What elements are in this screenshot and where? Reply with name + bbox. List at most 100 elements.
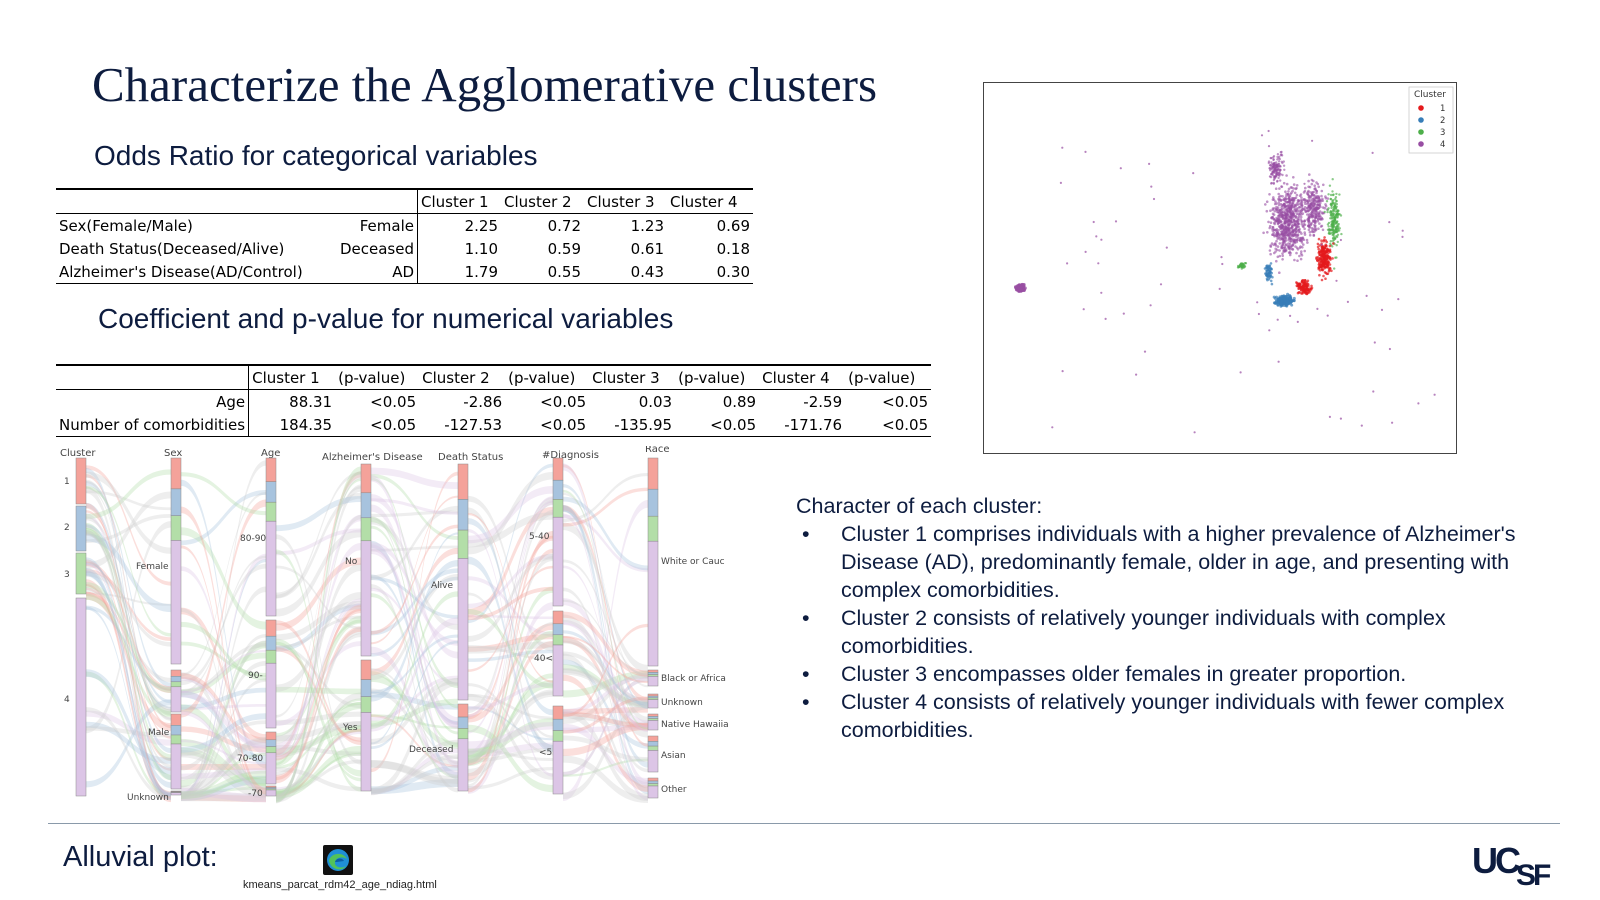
alluvial-bar-segment[interactable]	[360, 679, 372, 697]
alluvial-flow	[563, 473, 648, 523]
alluvial-bar-segment[interactable]	[647, 780, 659, 784]
alluvial-bar-segment[interactable]	[457, 463, 469, 500]
alluvial-bar-segment[interactable]	[552, 457, 564, 481]
alluvial-bar-segment[interactable]	[647, 488, 659, 517]
alluvial-bar-segment[interactable]	[265, 649, 277, 664]
alluvial-bar-segment[interactable]	[360, 659, 372, 680]
alluvial-bar-segment[interactable]	[552, 479, 564, 500]
alluvial-bar-segment[interactable]	[265, 501, 277, 522]
alluvial-bar-segment[interactable]	[265, 619, 277, 637]
alluvial-bar-segment[interactable]	[360, 492, 372, 519]
alluvial-bar-segment[interactable]	[75, 457, 87, 505]
alluvial-bar-segment[interactable]	[647, 785, 659, 799]
alluvial-bar-segment[interactable]	[170, 686, 182, 713]
alluvial-bar-segment[interactable]	[647, 457, 659, 490]
alluvial-bar-segment[interactable]	[552, 718, 564, 731]
alluvial-flow	[563, 484, 648, 709]
scatter-point	[1334, 196, 1338, 199]
alluvial-bar-segment[interactable]	[647, 515, 659, 542]
alluvial-bar-segment[interactable]	[170, 681, 182, 688]
alluvial-bar-segment[interactable]	[647, 718, 659, 721]
alluvial-flow	[371, 544, 458, 729]
alluvial-bar-segment[interactable]	[360, 517, 372, 542]
alluvial-bar-segment[interactable]	[552, 516, 564, 607]
alluvial-bar-segment[interactable]	[552, 730, 564, 742]
alluvial-bar-segment[interactable]	[170, 488, 182, 516]
alluvial-flow	[276, 592, 361, 692]
alluvial-bar-segment[interactable]	[647, 672, 659, 675]
alluvial-bar-segment[interactable]	[360, 540, 372, 657]
alluvial-bar-segment[interactable]	[647, 540, 659, 667]
alluvial-bar-segment[interactable]	[647, 783, 659, 787]
alluvial-bar-segment[interactable]	[457, 728, 469, 740]
alluvial-bar-segment[interactable]	[552, 623, 564, 636]
alluvial-bar-segment[interactable]	[265, 520, 277, 617]
scatter-point	[1335, 199, 1338, 202]
alluvial-bar-segment[interactable]	[647, 676, 659, 687]
alluvial-bar-segment[interactable]	[647, 674, 659, 677]
alluvial-bar-segment[interactable]	[647, 720, 659, 731]
category-label: Male	[148, 728, 170, 738]
alluvial-bar-segment[interactable]	[265, 662, 277, 729]
alluvial-bar-segment[interactable]	[457, 558, 469, 701]
alluvial-bar-segment[interactable]	[75, 552, 87, 595]
alluvial-bar-segment[interactable]	[265, 739, 277, 747]
alluvial-flow	[86, 591, 171, 732]
alluvial-bar-segment[interactable]	[552, 610, 564, 625]
alluvial-bar-segment[interactable]	[647, 745, 659, 751]
alluvial-bar-segment[interactable]	[457, 716, 469, 729]
html-file-name[interactable]: kmeans_parcat_rdm42_age_ndiag.html	[243, 879, 437, 891]
html-file-icon[interactable]	[323, 845, 353, 875]
alluvial-bar-segment[interactable]	[647, 713, 659, 717]
alluvial-bar-segment[interactable]	[75, 597, 87, 797]
alluvial-bar-segment[interactable]	[552, 499, 564, 518]
alluvial-bar-segment[interactable]	[265, 746, 277, 754]
alluvial-bar-segment[interactable]	[457, 529, 469, 559]
alluvial-bar-segment[interactable]	[170, 540, 182, 665]
alluvial-bar-segment[interactable]	[457, 499, 469, 531]
alluvial-bar-segment[interactable]	[647, 699, 659, 709]
scatter-point	[1282, 229, 1285, 232]
scatter-point	[1300, 201, 1304, 204]
scatter-point	[1279, 179, 1282, 182]
alluvial-bar-segment[interactable]	[552, 634, 564, 646]
table-cell: <0.05	[540, 392, 587, 411]
alluvial-bar-segment[interactable]	[170, 669, 182, 677]
alluvial-bar-segment[interactable]	[170, 676, 182, 683]
alluvial-bar-segment[interactable]	[457, 738, 469, 792]
alluvial-bar-segment[interactable]	[552, 644, 564, 697]
alluvial-bar-segment[interactable]	[265, 635, 277, 651]
alluvial-bar-segment[interactable]	[170, 713, 182, 726]
alluvial-bar-segment[interactable]	[647, 693, 659, 697]
alluvial-bar-segment[interactable]	[265, 481, 277, 503]
scatter-point	[1278, 187, 1281, 190]
alluvial-bar-segment[interactable]	[360, 696, 372, 713]
alluvial-bar-segment[interactable]	[265, 457, 277, 482]
scatter-point	[1417, 402, 1420, 405]
alluvial-bar-segment[interactable]	[170, 792, 182, 796]
axis-label: Death Status	[438, 452, 503, 463]
alluvial-bar-segment[interactable]	[552, 740, 564, 795]
alluvial-bar-segment[interactable]	[75, 505, 87, 552]
alluvial-bar-segment[interactable]	[552, 705, 564, 720]
alluvial-bar-segment[interactable]	[647, 750, 659, 773]
alluvial-flow	[371, 524, 458, 635]
alluvial-bar-segment[interactable]	[265, 789, 277, 797]
alluvial-bar-segment[interactable]	[457, 703, 469, 718]
alluvial-bar-segment[interactable]	[170, 734, 182, 745]
alluvial-bar-segment[interactable]	[647, 741, 659, 747]
alluvial-bar-segment[interactable]	[647, 695, 659, 699]
alluvial-bar-segment[interactable]	[360, 712, 372, 792]
alluvial-bar-segment[interactable]	[265, 731, 277, 741]
alluvial-bar-segment[interactable]	[647, 777, 659, 782]
alluvial-bar-segment[interactable]	[265, 752, 277, 785]
alluvial-bar-segment[interactable]	[170, 725, 182, 736]
alluvial-bar-segment[interactable]	[647, 697, 659, 700]
alluvial-bar-segment[interactable]	[170, 457, 182, 490]
alluvial-bar-segment[interactable]	[170, 515, 182, 541]
alluvial-bar-segment[interactable]	[360, 463, 372, 494]
alluvial-bar-segment[interactable]	[647, 735, 659, 742]
alluvial-bar-segment[interactable]	[170, 743, 182, 790]
alluvial-bar-segment[interactable]	[647, 716, 659, 719]
alluvial-bar-segment[interactable]	[647, 669, 659, 673]
